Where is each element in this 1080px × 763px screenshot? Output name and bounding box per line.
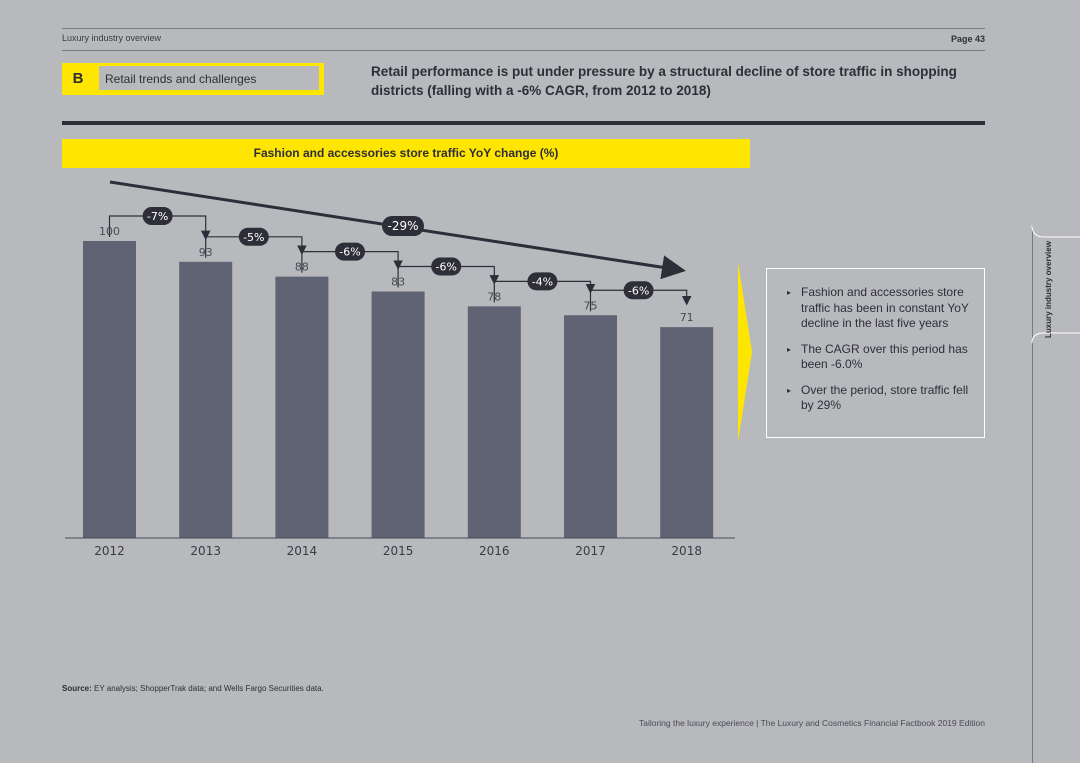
side-tab-shape [1031, 225, 1080, 344]
yoy-change-label: -6% [339, 246, 360, 259]
source-text: EY analysis; ShopperTrak data; and Wells… [94, 684, 324, 693]
yoy-change-label: -7% [147, 210, 168, 223]
tick-label-2017: 2017 [575, 544, 606, 558]
side-tab-label: Luxury industry overview [1044, 241, 1053, 338]
bar-2015 [371, 291, 425, 538]
note-item: ▸ Over the period, store traffic fell by … [787, 383, 974, 414]
source-note: Source: EY analysis; ShopperTrak data; a… [62, 684, 324, 693]
section-label: Retail trends and challenges [98, 65, 320, 91]
header-section-title: Luxury industry overview [62, 33, 162, 43]
yoy-change-label: -4% [532, 275, 553, 288]
note-item: ▸ The CAGR over this period has been -6.0… [787, 342, 974, 373]
bullet-icon: ▸ [787, 344, 792, 354]
chart-title: Fashion and accessories store traffic Yo… [62, 139, 750, 168]
note-text: The CAGR over this period has been -6.0% [801, 341, 968, 372]
tick-label-2016: 2016 [479, 544, 510, 558]
header-bottom-rule [62, 50, 985, 51]
yoy-pill [431, 257, 462, 276]
note-text: Fashion and accessories store traffic ha… [801, 285, 969, 330]
tick-label-2015: 2015 [383, 544, 414, 558]
bullet-icon: ▸ [787, 385, 792, 395]
value-label-2018: 71 [680, 311, 694, 324]
yoy-change-label: -5% [243, 231, 264, 244]
page-footer: Tailoring the luxury experience | The Lu… [638, 718, 985, 728]
bar-2014 [275, 276, 329, 538]
page-number: Page 43 [950, 34, 985, 44]
yoy-pill [527, 272, 558, 291]
overall-change-pill [382, 216, 424, 236]
tick-label-2014: 2014 [287, 544, 318, 558]
bar-2016 [467, 306, 521, 538]
bar-2012 [83, 241, 136, 538]
overall-change-label: -29% [387, 219, 418, 233]
headline-divider [62, 121, 985, 125]
side-rule [1032, 225, 1033, 763]
yoy-pill [238, 227, 269, 246]
yoy-pill [623, 281, 654, 300]
yoy-change-label: -6% [435, 260, 456, 273]
header-top-rule [62, 28, 985, 29]
note-item: ▸ Fashion and accessories store traffic h… [787, 285, 974, 332]
bullet-icon: ▸ [787, 288, 792, 297]
bar-2018 [660, 327, 714, 538]
bar-2013 [179, 261, 233, 538]
tick-label-2013: 2013 [190, 544, 221, 558]
yoy-change-label: -6% [628, 284, 649, 297]
chevron-arrow-icon [738, 262, 752, 442]
tick-label-2012: 2012 [94, 544, 125, 558]
section-letter: B [72, 70, 84, 87]
bar-chart: 1002012932013882014832015782016752017712… [65, 180, 735, 558]
page-headline: Retail performance is put under pressure… [371, 64, 957, 98]
note-text: Over the period, store traffic fell by 2… [801, 382, 969, 413]
yoy-pill [142, 207, 173, 225]
key-takeaways-box: ▸ Fashion and accessories store traffic h… [766, 268, 985, 438]
source-label: Source: [62, 684, 92, 693]
yoy-pill [335, 242, 365, 261]
tick-label-2018: 2018 [671, 544, 702, 558]
bar-2017 [564, 315, 617, 538]
section-badge: B Retail trends and challenges [62, 63, 324, 95]
